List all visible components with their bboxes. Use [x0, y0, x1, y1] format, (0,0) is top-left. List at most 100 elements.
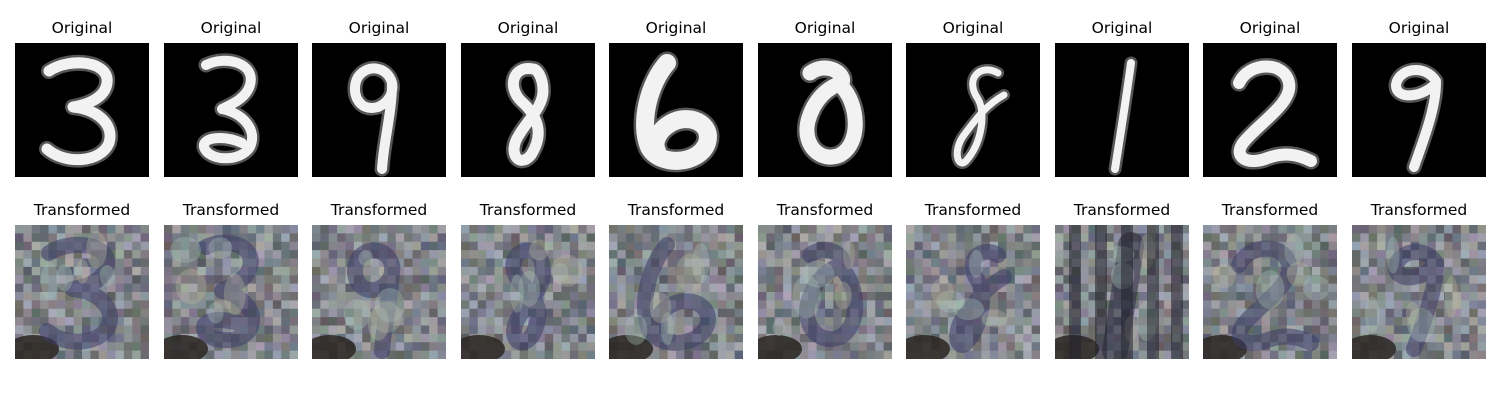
- noise-pixel: [1063, 266, 1073, 276]
- noise-pixel: [1088, 225, 1098, 234]
- noise-pixel: [164, 258, 173, 268]
- noise-pixel: [875, 342, 885, 352]
- noise-pixel: [395, 325, 405, 335]
- noise-pixel: [536, 342, 546, 352]
- noise-pixel: [140, 325, 149, 335]
- noise-pixel: [1253, 325, 1263, 335]
- noise-pixel: [825, 225, 834, 234]
- noise-pixel: [833, 283, 843, 293]
- noise-pixel: [40, 225, 50, 234]
- noise-pixel: [758, 283, 767, 293]
- noise-pixel: [981, 325, 991, 335]
- noise-pixel: [726, 325, 736, 335]
- noise-pixel: [726, 333, 736, 343]
- noise-pixel: [1023, 258, 1033, 268]
- noise-pixel: [774, 283, 784, 293]
- noise-pixel: [56, 258, 66, 268]
- noise-pixel: [586, 250, 595, 260]
- noise-pixel: [1055, 300, 1064, 310]
- noise-pixel: [717, 241, 727, 251]
- transformed-image: [1203, 225, 1337, 359]
- noise-pixel: [1228, 241, 1238, 251]
- noise-pixel: [395, 350, 405, 359]
- noise-pixel: [1203, 250, 1212, 260]
- noise-pixel: [701, 225, 711, 234]
- noise-pixel: [1393, 317, 1403, 327]
- noise-pixel: [1477, 266, 1486, 276]
- noise-pixel: [494, 317, 504, 327]
- noise-pixel: [320, 275, 330, 285]
- noise-pixel: [922, 308, 932, 318]
- noise-pixel: [1278, 350, 1288, 359]
- noise-pixel: [783, 300, 793, 310]
- noise-pixel: [1360, 325, 1370, 335]
- noise-pixel: [998, 283, 1008, 293]
- noise-pixel: [247, 283, 257, 293]
- noise-pixel: [164, 317, 173, 327]
- noise-pixel: [231, 258, 240, 268]
- noise-pixel: [1063, 308, 1073, 318]
- transformed-image-panel: [1352, 225, 1486, 359]
- noise-pixel: [82, 325, 91, 335]
- noise-pixel: [264, 292, 274, 301]
- transformed-title: Transformed: [1221, 201, 1319, 219]
- noise-pixel: [40, 300, 50, 310]
- noise-pixel: [353, 333, 363, 343]
- noise-pixel: [247, 350, 257, 359]
- noise-pixel: [553, 300, 563, 310]
- noise-pixel: [734, 333, 743, 343]
- noise-pixel: [1328, 283, 1337, 293]
- noise-pixel: [205, 283, 215, 293]
- noise-pixel: [1328, 266, 1337, 276]
- noise-pixel: [23, 292, 33, 301]
- transformed-image: [1055, 225, 1189, 359]
- noise-pixel: [998, 233, 1008, 243]
- noise-pixel: [1377, 233, 1387, 243]
- noise-pixel: [461, 258, 470, 268]
- noise-pixel: [578, 292, 588, 301]
- noise-pixel: [1295, 233, 1305, 243]
- noise-pixel: [132, 225, 142, 234]
- noise-pixel: [561, 317, 571, 327]
- noise-pixel: [841, 350, 851, 359]
- noise-pixel: [922, 250, 932, 260]
- noise-pixel: [726, 350, 736, 359]
- noise-pixel: [477, 258, 487, 268]
- noise-pixel: [1105, 233, 1115, 243]
- noise-pixel: [132, 308, 142, 318]
- noise-pixel: [1270, 258, 1279, 268]
- noise-pixel: [164, 300, 173, 310]
- noise-pixel: [494, 283, 504, 293]
- noise-pixel: [931, 250, 941, 260]
- noise-pixel: [1105, 275, 1115, 285]
- noise-pixel: [650, 241, 660, 251]
- noise-pixel: [561, 258, 571, 268]
- noise-pixel: [1460, 317, 1470, 327]
- noise-pixel: [1360, 250, 1370, 260]
- noise-pixel: [561, 275, 571, 285]
- noise-pixel: [494, 325, 504, 335]
- noise-pixel: [906, 266, 915, 276]
- noise-pixel: [650, 233, 660, 243]
- noise-pixel: [1303, 258, 1313, 268]
- noise-pixel: [214, 300, 224, 310]
- noise-pixel: [412, 325, 422, 335]
- noise-pixel: [1278, 342, 1288, 352]
- noise-pixel: [1286, 225, 1296, 234]
- noise-pixel: [1295, 283, 1305, 293]
- noise-pixel: [726, 258, 736, 268]
- noise-pixel: [123, 350, 133, 359]
- noise-pixel: [214, 250, 224, 260]
- noise-pixel: [833, 317, 843, 327]
- noise-pixel: [709, 266, 719, 276]
- noise-pixel: [1368, 300, 1378, 310]
- digit-stroke: [799, 60, 863, 165]
- noise-pixel: [140, 300, 149, 310]
- noise-pixel: [833, 275, 843, 285]
- transformed-image-panel: [758, 225, 892, 359]
- noise-pixel: [1320, 283, 1330, 293]
- noise-pixel: [1311, 225, 1321, 234]
- digit-stroke: [41, 57, 116, 166]
- noise-pixel: [328, 308, 338, 318]
- noise-pixel: [140, 241, 149, 251]
